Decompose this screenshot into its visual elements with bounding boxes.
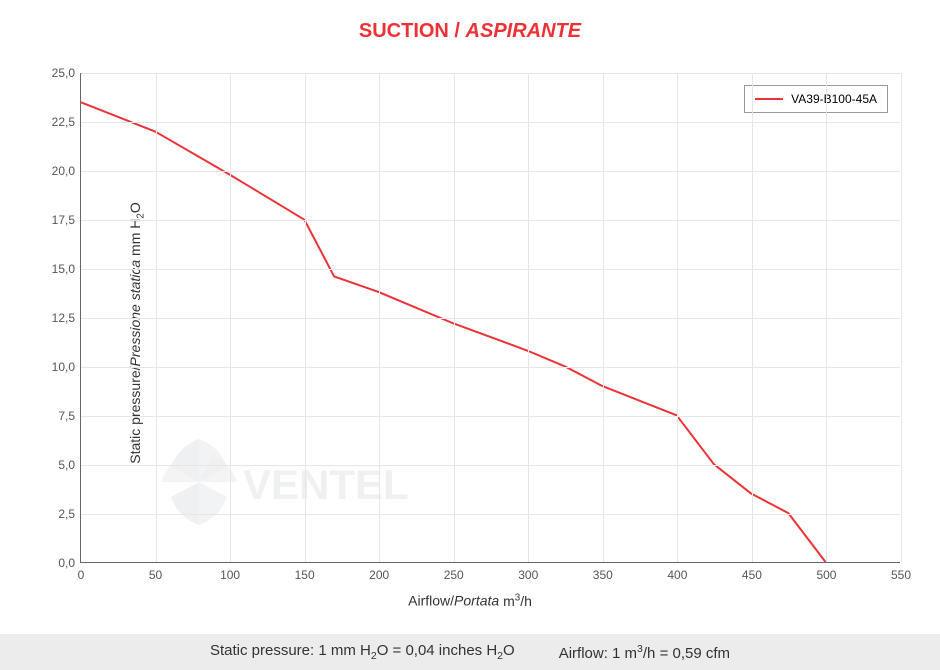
x-tick-label: 100 xyxy=(220,562,240,582)
x-tick-label: 250 xyxy=(444,562,464,582)
x-tick-label: 300 xyxy=(518,562,538,582)
title-sep: / xyxy=(449,20,466,42)
gridline-h xyxy=(81,269,900,270)
footer-bar: Static pressure: 1 mm H2O = 0,04 inches … xyxy=(0,634,940,670)
gridline-v xyxy=(156,73,157,562)
chart-title: SUCTION / ASPIRANTE xyxy=(0,0,940,53)
x-label-it: Portata xyxy=(454,593,499,609)
gridline-v xyxy=(305,73,306,562)
x-tick-label: 450 xyxy=(742,562,762,582)
footer-left: Static pressure: 1 mm H2O = 0,04 inches … xyxy=(210,642,515,662)
y-tick-label: 7,5 xyxy=(58,409,81,423)
x-unit: m3/h xyxy=(503,593,532,609)
y-tick-label: 12,5 xyxy=(52,311,81,325)
gridline-h xyxy=(81,122,900,123)
gridline-v xyxy=(603,73,604,562)
gridline-h xyxy=(81,171,900,172)
y-tick-label: 5,0 xyxy=(58,458,81,472)
y-tick-label: 17,5 xyxy=(52,213,81,227)
x-tick-label: 50 xyxy=(149,562,162,582)
gridline-h xyxy=(81,318,900,319)
x-tick-label: 550 xyxy=(891,562,911,582)
gridline-h xyxy=(81,514,900,515)
gridline-v xyxy=(528,73,529,562)
gridline-v xyxy=(379,73,380,562)
x-tick-label: 0 xyxy=(78,562,85,582)
x-label-en: Airflow xyxy=(408,593,450,609)
y-tick-label: 10,0 xyxy=(52,360,81,374)
y-tick-label: 25,0 xyxy=(52,66,81,80)
plot-area: VENTEL VA39-B100-45A 0,02,55,07,510,012,… xyxy=(80,73,900,563)
gridline-v xyxy=(677,73,678,562)
y-tick-label: 2,5 xyxy=(58,507,81,521)
x-tick-label: 150 xyxy=(295,562,315,582)
gridline-h xyxy=(81,465,900,466)
gridline-h xyxy=(81,416,900,417)
gridline-v xyxy=(230,73,231,562)
y-tick-label: 20,0 xyxy=(52,164,81,178)
gridline-h xyxy=(81,220,900,221)
title-main: SUCTION xyxy=(359,20,449,42)
gridline-v xyxy=(454,73,455,562)
x-tick-label: 500 xyxy=(816,562,836,582)
x-axis-label: Airflow/Portata m3/h xyxy=(408,592,532,609)
gridline-v xyxy=(752,73,753,562)
gridline-v xyxy=(901,73,902,562)
y-tick-label: 15,0 xyxy=(52,262,81,276)
gridline-v xyxy=(826,73,827,562)
gridline-h xyxy=(81,367,900,368)
title-alt: ASPIRANTE xyxy=(466,20,582,42)
chart-area: Static pressure/Pressione statica mm H2O… xyxy=(0,53,940,613)
x-tick-label: 350 xyxy=(593,562,613,582)
x-tick-label: 400 xyxy=(667,562,687,582)
y-tick-label: 22,5 xyxy=(52,115,81,129)
x-tick-label: 200 xyxy=(369,562,389,582)
footer-right: Airflow: 1 m3/h = 0,59 cfm xyxy=(559,643,730,662)
gridline-h xyxy=(81,73,900,74)
